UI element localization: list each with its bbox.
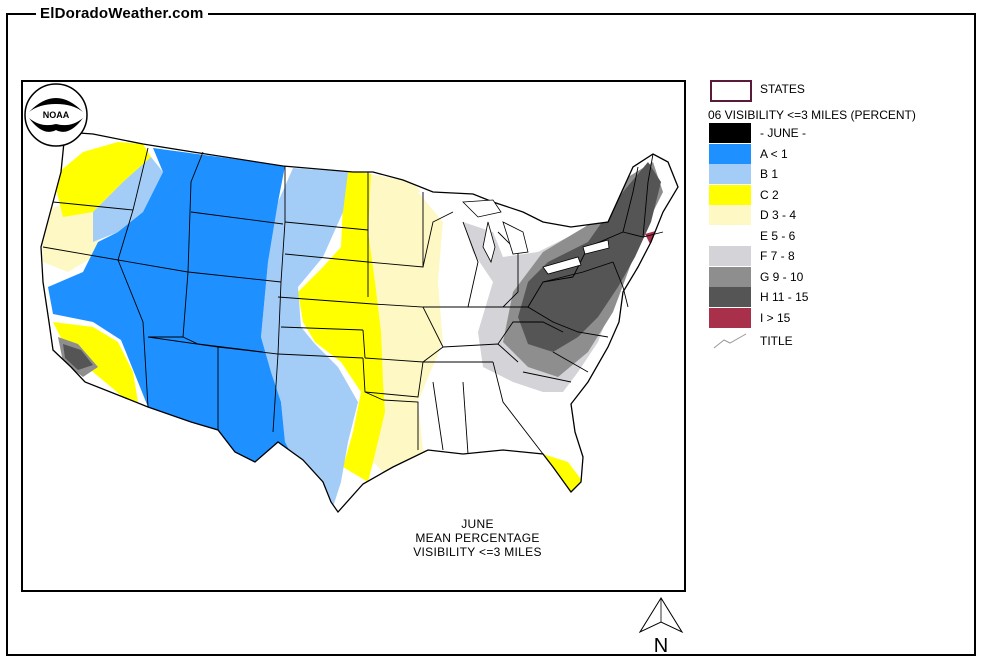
- legend-swatch: [709, 123, 751, 143]
- map-caption: JUNE MEAN PERCENTAGE VISIBILITY <=3 MILE…: [395, 517, 560, 559]
- outer-frame: [6, 13, 976, 656]
- legend-swatch: [709, 184, 751, 205]
- legend-swatch: [709, 225, 751, 246]
- zone-c-southwest: [53, 322, 138, 402]
- zone-b-northwest: [93, 157, 163, 242]
- map-panel: NOAA JUNE MEAN PERCENTAGE VISIBILITY <=3…: [21, 80, 686, 592]
- caption-title: MEAN PERCENTAGE: [415, 531, 540, 545]
- legend-swatch: [709, 164, 751, 184]
- states-swatch: [710, 80, 752, 102]
- zone-a-west: [48, 148, 323, 487]
- legend-swatch: [709, 287, 751, 307]
- zone-c-plains: [298, 170, 385, 482]
- legend-swatch: [709, 143, 751, 164]
- legend-label: G 9 - 10: [760, 269, 804, 284]
- legend-label: F 7 - 8: [760, 249, 795, 263]
- zone-h-northeast: [518, 162, 661, 352]
- svg-text:NOAA: NOAA: [43, 110, 70, 120]
- legend-swatch: [709, 266, 751, 287]
- title-line-icon: [713, 333, 747, 349]
- caption-subtitle: VISIBILITY <=3 MILES: [413, 545, 542, 559]
- states-label: STATES: [760, 82, 805, 96]
- legend-label: E 5 - 6: [760, 228, 796, 243]
- zone-c-florida: [543, 454, 583, 497]
- state-boundaries: [40, 131, 679, 514]
- legend-label: C 2: [760, 187, 779, 202]
- zone-c-northwest: [53, 142, 151, 217]
- legend-label: - JUNE -: [760, 126, 806, 140]
- legend-label: H 11 - 15: [760, 290, 809, 304]
- north-arrow-icon: N: [638, 597, 684, 657]
- legend-heading: 06 VISIBILITY <=3 MILES (PERCENT): [708, 108, 916, 122]
- zone-b-plains: [261, 168, 358, 507]
- legend-label: B 1: [760, 167, 779, 181]
- zone-e-southeast: [443, 367, 563, 454]
- zone-d-west-coast: [41, 197, 108, 272]
- title-label: TITLE: [760, 334, 793, 348]
- legend-swatch: [709, 205, 751, 225]
- legend-label: A < 1: [760, 146, 788, 161]
- zone-h-socal: [63, 344, 93, 370]
- legend-label: I > 15: [760, 310, 791, 325]
- site-title: ElDoradoWeather.com: [36, 5, 208, 22]
- caption-month: JUNE: [461, 517, 494, 531]
- legend-swatch: [709, 246, 751, 266]
- noaa-logo: NOAA: [24, 83, 88, 147]
- us-visibility-map: [40, 131, 679, 514]
- legend-label: D 3 - 4: [760, 208, 797, 222]
- north-label: N: [654, 635, 668, 657]
- great-lakes: [462, 199, 610, 275]
- legend-swatch: [709, 307, 751, 328]
